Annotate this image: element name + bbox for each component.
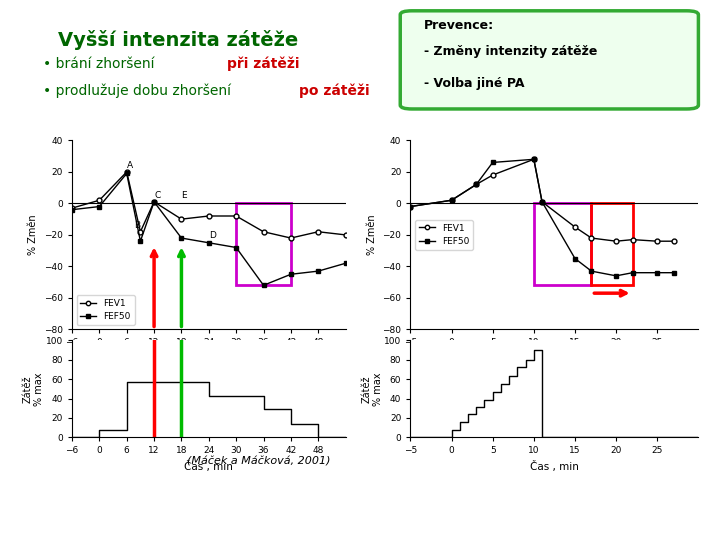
Bar bbox=[534, 204, 591, 285]
Text: (Máček a Máčková, 2001): (Máček a Máčková, 2001) bbox=[187, 456, 331, 467]
FEV1 bbox=[571, 224, 580, 230]
Text: Prevence:: Prevence: bbox=[424, 18, 494, 31]
FEF50 bbox=[232, 244, 240, 251]
FEV1 bbox=[259, 228, 268, 235]
FEF50 bbox=[629, 269, 637, 276]
Y-axis label: Zátěž
% max: Zátěž % max bbox=[361, 372, 383, 406]
FEF50 bbox=[259, 282, 268, 288]
FEV1 bbox=[95, 197, 104, 204]
FEV1 bbox=[341, 232, 350, 238]
Text: E: E bbox=[181, 191, 187, 200]
Text: při zátěži: při zátěži bbox=[227, 57, 300, 71]
FEF50 bbox=[670, 269, 678, 276]
FEV1 bbox=[122, 168, 131, 175]
Text: D: D bbox=[209, 231, 216, 240]
FEV1 bbox=[204, 213, 213, 219]
FEV1 bbox=[670, 238, 678, 245]
Text: - Změny intenzity zátěže: - Změny intenzity zátěže bbox=[424, 45, 597, 58]
FEF50 bbox=[204, 240, 213, 246]
FancyBboxPatch shape bbox=[400, 11, 698, 109]
FEV1 bbox=[68, 205, 76, 211]
FEV1 bbox=[287, 235, 295, 241]
X-axis label: Čas , min: Čas , min bbox=[184, 461, 233, 472]
FEF50 bbox=[95, 203, 104, 210]
FEV1 bbox=[406, 203, 415, 210]
FEV1 bbox=[447, 197, 456, 204]
Text: • brání zhoršení: • brání zhoršení bbox=[43, 57, 159, 71]
Legend: FEV1, FEF50: FEV1, FEF50 bbox=[76, 295, 135, 325]
FEV1 bbox=[529, 156, 538, 163]
FEV1 bbox=[472, 181, 480, 188]
Text: po zátěži: po zátěži bbox=[299, 84, 369, 98]
FEV1 bbox=[488, 172, 497, 178]
X-axis label: Čas , min: Čas , min bbox=[530, 461, 579, 472]
FEV1 bbox=[612, 238, 621, 245]
Text: Vyšší intenzita zátěže: Vyšší intenzita zátěže bbox=[58, 30, 298, 50]
Line: FEF50: FEF50 bbox=[70, 171, 348, 288]
FEV1 bbox=[653, 238, 662, 245]
FEV1 bbox=[177, 216, 186, 222]
FEV1 bbox=[538, 199, 546, 205]
FEV1 bbox=[314, 228, 323, 235]
FEF50 bbox=[314, 268, 323, 274]
Y-axis label: % Změn: % Změn bbox=[366, 214, 377, 255]
FEF50 bbox=[150, 199, 158, 205]
FEF50 bbox=[653, 269, 662, 276]
FEF50 bbox=[472, 181, 480, 188]
Legend: FEV1, FEF50: FEV1, FEF50 bbox=[415, 220, 473, 250]
FEF50 bbox=[68, 206, 76, 213]
FEF50 bbox=[488, 159, 497, 166]
FEF50 bbox=[612, 273, 621, 279]
Text: A: A bbox=[127, 161, 133, 170]
FEF50 bbox=[406, 203, 415, 210]
Line: FEV1: FEV1 bbox=[408, 157, 676, 244]
Line: FEF50: FEF50 bbox=[408, 157, 676, 278]
Text: - Volba jiné PA: - Volba jiné PA bbox=[424, 77, 524, 90]
Bar bbox=[236, 204, 291, 285]
FEF50 bbox=[538, 199, 546, 205]
FEF50 bbox=[571, 255, 580, 262]
Line: FEV1: FEV1 bbox=[70, 170, 348, 240]
Text: C: C bbox=[154, 191, 161, 200]
Text: B: B bbox=[134, 221, 140, 230]
Y-axis label: Zátěž
% max: Zátěž % max bbox=[23, 372, 45, 406]
FEF50 bbox=[529, 156, 538, 163]
FEF50 bbox=[587, 268, 595, 274]
FEV1 bbox=[150, 199, 158, 205]
FEV1 bbox=[136, 228, 145, 235]
FEV1 bbox=[629, 237, 637, 243]
FEV1 bbox=[587, 235, 595, 241]
FEF50 bbox=[287, 271, 295, 278]
Text: • prodlužuje dobu zhoršení: • prodlužuje dobu zhoršení bbox=[43, 84, 235, 98]
FEF50 bbox=[122, 170, 131, 177]
Y-axis label: % Změn: % Změn bbox=[28, 214, 38, 255]
FEF50 bbox=[136, 238, 145, 245]
Bar bbox=[591, 204, 633, 285]
FEV1 bbox=[232, 213, 240, 219]
FEF50 bbox=[447, 197, 456, 204]
FEF50 bbox=[177, 235, 186, 241]
FEF50 bbox=[341, 260, 350, 266]
